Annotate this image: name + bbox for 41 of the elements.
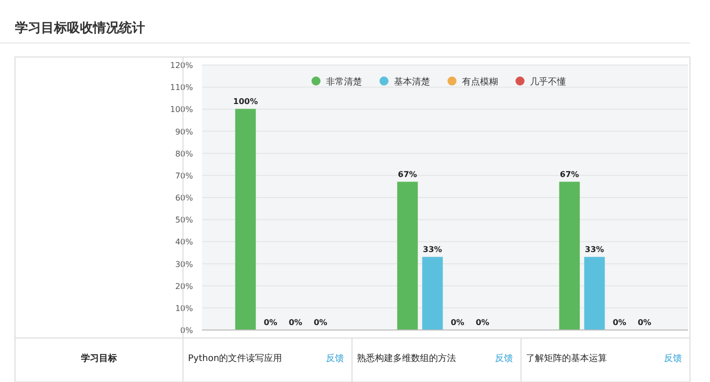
legend-label: 非常清楚 (326, 76, 362, 88)
data-label: 0% (264, 318, 278, 327)
text: 学习目标 (81, 353, 117, 364)
legend-label: 几乎不懂 (530, 76, 566, 88)
y-tick-label: 20% (175, 282, 194, 291)
text: 反馈 (495, 353, 513, 364)
y-tick-label: 120% (170, 61, 194, 70)
x-tick-label: 了解矩阵的基本运算 (526, 353, 607, 364)
y-tick-label: 80% (175, 149, 194, 158)
data-label: 0% (314, 318, 328, 327)
text: 反馈 (664, 353, 682, 364)
y-tick-label: 90% (175, 127, 194, 136)
y-tick-label: 100% (170, 105, 194, 114)
data-label: 33% (422, 245, 442, 254)
data-label: 0% (612, 318, 626, 327)
bar (559, 182, 580, 330)
data-label: 33% (584, 245, 604, 254)
data-label: 0% (476, 318, 490, 327)
data-label: 0% (638, 318, 652, 327)
x-tick-label: 熟悉构建多维数组的方法 (357, 353, 456, 364)
legend-label: 有点模糊 (462, 76, 498, 88)
data-label: 0% (450, 318, 464, 327)
y-tick-label: 110% (170, 83, 194, 92)
y-tick-label: 50% (175, 216, 194, 225)
data-label: 0% (288, 318, 302, 327)
y-tick-label: 10% (175, 304, 194, 313)
bar (397, 182, 418, 330)
y-tick-label: 70% (175, 171, 194, 180)
bar (235, 108, 256, 330)
y-tick-label: 40% (175, 238, 194, 247)
data-label: 67% (398, 170, 418, 180)
data-label: 67% (560, 170, 580, 180)
y-tick-label: 30% (175, 260, 194, 269)
data-label: 100% (233, 97, 258, 106)
x-tick-label: Python的文件读写应用 (188, 353, 282, 364)
text: 反馈 (326, 353, 344, 364)
legend-label: 基本清楚 (394, 76, 430, 88)
text: 学习目标吸收情况统计 (15, 20, 145, 36)
y-tick-label: 60% (175, 194, 194, 202)
bar (584, 256, 605, 330)
bar (422, 256, 443, 330)
